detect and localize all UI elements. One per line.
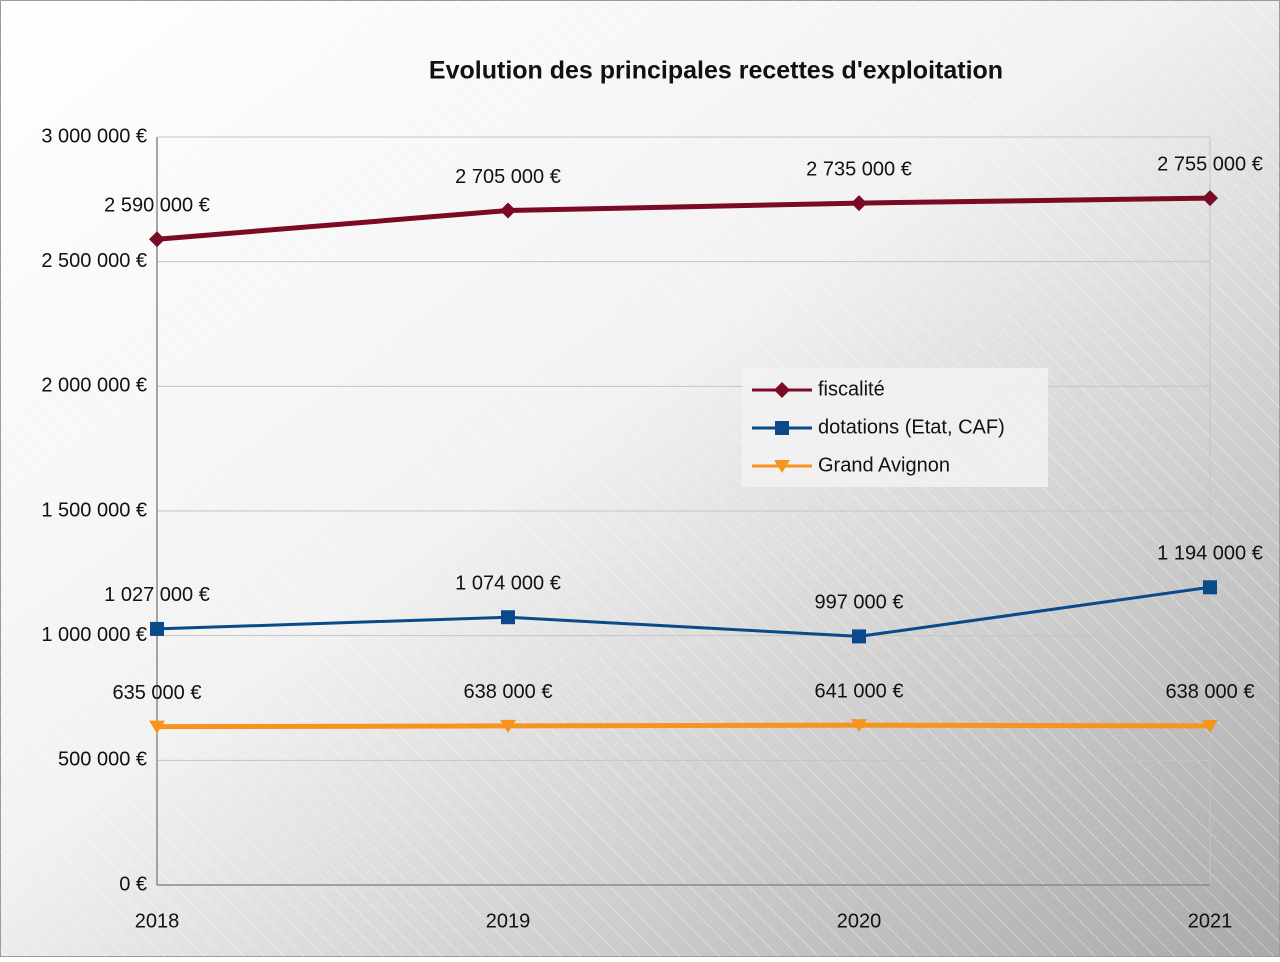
y-tick-label: 1 500 000 €	[41, 499, 147, 521]
y-tick-label: 0 €	[119, 873, 147, 895]
y-tick-label: 2 000 000 €	[41, 375, 147, 397]
series-lines: 2 590 000 € 2 705 000 € 2 735 000 € 2 755 0…	[104, 153, 1263, 734]
marker	[149, 231, 165, 248]
marker	[851, 195, 867, 212]
data-label: 638 000 €	[1166, 681, 1255, 703]
x-tick-label: 2019	[486, 910, 531, 932]
data-label: 997 000 €	[815, 592, 904, 614]
marker	[1202, 190, 1218, 207]
marker	[150, 621, 164, 636]
data-label: 638 000 €	[464, 681, 553, 703]
data-label: 2 590 000 €	[104, 195, 210, 217]
series-line	[156, 195, 1211, 242]
series-line	[156, 722, 1211, 730]
marker	[1203, 580, 1217, 595]
legend-label: dotations (Etat, CAF)	[818, 416, 1005, 438]
data-label: 1 194 000 €	[1157, 543, 1263, 565]
marker	[501, 610, 515, 625]
data-label: 1 074 000 €	[455, 572, 561, 594]
grid: 0 € 500 000 € 1 000 000 € 1 500 000 € 2 000 …	[41, 125, 1232, 932]
chart-title: Evolution des principales recettes d'exp…	[429, 57, 1003, 85]
legend-label: Grand Avignon	[818, 454, 950, 476]
data-label: 635 000 €	[113, 682, 202, 704]
marker	[774, 382, 790, 398]
marker	[500, 202, 516, 219]
data-label: 1 027 000 €	[104, 584, 210, 606]
series-line	[156, 585, 1211, 638]
y-tick-label: 2 500 000 €	[41, 250, 147, 272]
marker	[852, 629, 866, 644]
marker	[1202, 719, 1218, 733]
marker	[500, 719, 516, 733]
y-tick-label: 1 000 000 €	[41, 624, 147, 646]
y-tick-label: 3 000 000 €	[41, 125, 147, 147]
y-tick-label: 500 000 €	[58, 749, 147, 771]
x-tick-label: 2020	[837, 910, 882, 932]
legend: fiscalité dotations (Etat, CAF) Grand Avig…	[742, 368, 1048, 487]
x-tick-label: 2021	[1188, 910, 1233, 932]
marker	[775, 421, 789, 435]
data-label: 641 000 €	[815, 680, 904, 702]
data-label: 2 735 000 €	[806, 158, 912, 180]
data-label: 2 755 000 €	[1157, 153, 1263, 175]
marker	[851, 719, 867, 733]
data-label: 2 705 000 €	[455, 166, 561, 188]
legend-label: fiscalité	[818, 378, 885, 400]
marker	[774, 460, 790, 473]
x-tick-label: 2018	[135, 910, 180, 932]
marker	[149, 720, 165, 734]
